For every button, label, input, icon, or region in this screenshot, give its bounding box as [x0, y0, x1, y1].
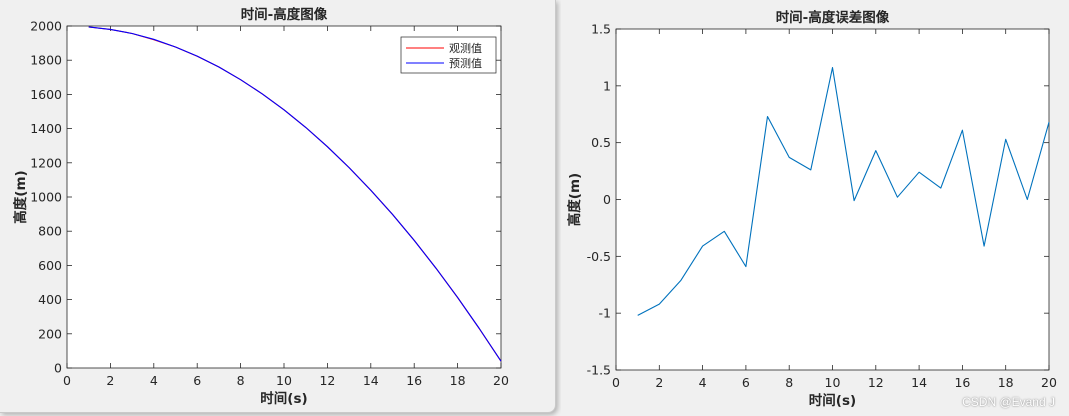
y-tick-label: -1	[599, 306, 611, 321]
y-tick-label: 0	[603, 192, 611, 207]
x-tick-label: 14	[363, 373, 379, 388]
x-tick-label: 8	[237, 373, 245, 388]
x-tick-label: 0	[63, 373, 71, 388]
y-tick-label: 1000	[30, 190, 62, 205]
x-tick-label: 10	[825, 375, 841, 390]
x-axis-title: 时间(s)	[260, 390, 307, 407]
x-axis-title: 时间(s)	[809, 392, 856, 409]
x-tick-label: 6	[193, 373, 201, 388]
y-tick-label: 1.5	[591, 22, 611, 37]
y-axis-title: 高度(m)	[566, 173, 583, 226]
x-tick-label: 2	[106, 373, 114, 388]
x-tick-label: 16	[406, 373, 422, 388]
x-tick-label: 16	[954, 375, 970, 390]
height-error-chart: 0 2 4 6 8 10 12 14 16 18 20 -1.5 -1 -0.5 0 0.5 1 1.5 时间-高度…	[566, 9, 1057, 409]
y-axis-title: 高度(m)	[12, 170, 29, 223]
y-tick-label: 0.5	[591, 135, 611, 150]
plot-area	[615, 28, 1050, 371]
legend-label-0: 观测值	[449, 42, 482, 55]
x-tick-label: 2	[655, 375, 663, 390]
y-tick-label: -0.5	[587, 249, 611, 264]
x-tick-label: 18	[450, 373, 466, 388]
y-tick-label: 400	[38, 292, 62, 307]
y-tick-label: 1	[603, 78, 611, 93]
height-chart: 0 2 4 6 8 10 12 14 16 18 2002004006008001000120014…	[12, 6, 509, 407]
x-tick-label: 20	[1041, 375, 1057, 390]
figure-window-error: 0 2 4 6 8 10 12 14 16 18 20 -1.5 -1 -0.5 0 0.5 1 1.5 时间-高度…	[561, 0, 1069, 416]
x-tick-label: 4	[699, 375, 707, 390]
figure-window-height: 0 2 4 6 8 10 12 14 16 18 20 0 200 400 600 800 1000 1200 14…	[0, 0, 556, 413]
x-tick-label: 10	[276, 373, 292, 388]
y-tick-label: 0	[54, 361, 62, 376]
y-tick-label: -1.5	[587, 363, 611, 378]
chart-title: 时间-高度图像	[241, 6, 328, 23]
y-tick-label: 200	[38, 326, 62, 341]
series-line-0	[637, 67, 1050, 316]
y-tick-label: 600	[38, 258, 62, 273]
chart-title: 时间-高度误差图像	[776, 9, 890, 26]
x-tick-label: 14	[911, 375, 927, 390]
y-tick-label: 2000	[30, 19, 62, 34]
x-tick-label: 6	[742, 375, 750, 390]
y-tick-label: 1400	[30, 121, 62, 136]
x-tick-label: 4	[150, 373, 158, 388]
watermark-text: CSDN @Evand J	[962, 395, 1055, 409]
y-tick-label: 1200	[30, 155, 62, 170]
x-tick-label: 20	[493, 373, 509, 388]
y-tick-label: 1600	[30, 87, 62, 102]
x-tick-label: 12	[319, 373, 335, 388]
x-tick-label: 0	[612, 375, 620, 390]
legend-box	[400, 36, 497, 74]
x-tick-label: 12	[868, 375, 884, 390]
legend-label-1: 预测值	[449, 57, 482, 70]
plot-area	[66, 25, 502, 369]
x-tick-label: 18	[998, 375, 1014, 390]
series-line-1	[88, 26, 502, 362]
y-tick-label: 800	[38, 224, 62, 239]
x-tick-label: 8	[785, 375, 793, 390]
y-tick-label: 1800	[30, 53, 62, 68]
